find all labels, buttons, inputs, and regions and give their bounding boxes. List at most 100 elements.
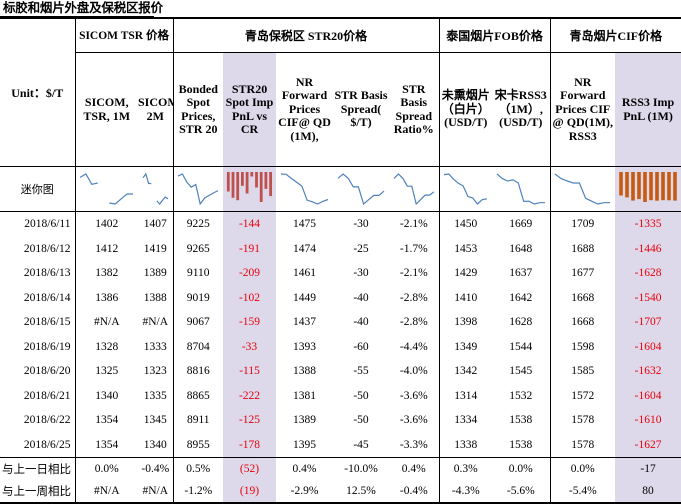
cell-bonded-spot: 9225 [186,218,210,231]
cell-str20-pnl: -222 [223,383,277,408]
unit-label: Unit：$/T [11,85,64,100]
cell-sicom-2m: 1389 [138,261,174,286]
group-sicom: SICOM TSR 价格 [75,17,174,53]
cell-nr-forward-rss3: 1668 [571,291,595,304]
minichart-bar [619,172,623,196]
cell-basis-ratio: -3.3% [389,432,440,458]
date-cell: 2018/6/25 [0,432,76,458]
cell-basis-ratio: -2.1% [389,211,440,237]
cell-str20-pnl: -115 [223,359,277,384]
cell-songkhla-rss3: 1532 [492,383,551,408]
cell-nr-forward: 1449 [293,291,317,304]
summary-row: 与上一周相比 #N/A #N/A -1.2% (19) -2.9% 12.5% -0.4% -4… [0,480,681,504]
unit-header: Unit：$/T [0,17,76,167]
summary-row: 与上一日相比 0.0% -0.4% 0.5% (52) 0.4% -10.0% 0.4% 0.3… [0,457,681,480]
cell-bonded-spot: 9019 [186,291,210,304]
summary-cell-nr-forward-rss3: 0.0% [550,457,616,480]
page-title: 标胶和烟片外盘及保税区报价 [3,1,163,15]
cell-nr-forward: 1475 [293,218,317,231]
cell-str20-pnl: -125 [223,408,277,433]
date-cell: 2018/6/12 [0,236,76,261]
cell-str20-pnl: -102 [223,285,277,310]
minichart-bar [625,172,629,198]
sparkline-cell [223,166,277,212]
cell-basis-spread: -40 [353,291,369,304]
cell-basis-ratio: -2.8% [389,285,440,310]
minichart [337,173,385,206]
group-thai-fob: 泰国烟片FOB价格 [439,17,551,53]
cell-songkhla-rss3: 1628 [492,310,551,335]
sparkline-cell [550,166,616,212]
cell-basis-ratio: -3.6% [389,408,440,433]
cell-nr-forward-rss3: 1688 [571,242,595,255]
cell-rss3-pnl: -1610 [615,408,681,433]
cell-basis-ratio: -2.8% [389,310,440,335]
date-cell: 2018/6/21 [0,383,76,408]
cell-nr-forward: 1389 [293,414,317,427]
minichart [79,173,134,205]
cell-unsmoked: 1450 [454,218,478,231]
minichart-bar [259,172,263,202]
title-underline [0,16,154,17]
sparkline-cell [439,166,493,212]
cell-rss3-pnl: -1604 [615,383,681,408]
cell-nr-forward: 1461 [293,267,317,280]
group-qingdao-cif: 青岛烟片CIF价格 [550,17,681,53]
summary-cell-nr-forward: -2.9% [276,480,334,504]
cell-rss3-pnl: -1628 [615,261,681,286]
minichart-bar [231,172,235,198]
minichart [393,173,435,206]
table-row: 2018/6/25 1354 1340 8955 -178 1395 -45 -3.3% 133… [0,432,681,458]
cell-nr-forward: 1437 [293,316,317,329]
col-header-nr-forward: NR Forward Prices CIF@ QD (1M), [276,52,334,167]
cell-basis-spread: -40 [353,316,369,329]
summary-cell-songkhla-rss3: -5.6% [492,480,551,504]
minichart-bar [226,172,230,192]
group-qingdao-str20: 青岛保税区 STR20价格 [173,17,440,53]
cell-basis-spread: -25 [353,242,369,255]
cell-nr-forward: 1381 [293,389,317,402]
col-header-nr-forward-rss3: NR Forward Prices CIF @ QD(1M), RSS3 [550,52,616,167]
cell-rss3-pnl: -1540 [615,285,681,310]
group-header-row: Unit：$/T SICOM TSR 价格 青岛保税区 STR20价格 泰国烟片… [0,17,681,167]
cell-sicom-2m: 1345 [138,408,174,433]
cell-unsmoked: 1342 [454,365,478,378]
cell-nr-forward: 1393 [293,340,317,353]
summary-cell-bonded-spot: -1.2% [173,480,224,504]
cell-sicom-1m: 1340 [95,389,119,402]
minichart [280,173,329,205]
minichart-line [337,173,385,206]
data-rows: 2018/6/11 1402 1407 9225 -144 1475 -30 -2.1% 145… [0,211,681,504]
minichart [226,172,273,202]
minichart-bar [667,172,671,201]
minichart-bar [269,172,273,197]
table-row: 2018/6/13 1382 1389 9110 -209 1461 -30 -2.1% 142… [0,261,681,286]
summary-cell-basis-spread: -10.0% [333,457,390,480]
minichart-line [280,173,329,205]
col-header-sicom-1m: SICOM, TSR, 1M [75,52,138,167]
col-header-bonded-spot: Bonded Spot Prices, STR 20 [173,52,224,167]
cell-unsmoked: 1453 [454,242,478,255]
summary-cell-unsmoked: -4.3% [439,480,493,504]
cell-rss3-pnl: -1632 [615,359,681,384]
sparkline-cell [173,166,224,212]
summary-cell-str20-pnl: (19) [223,480,277,504]
col-header-str20-pnl: STR20 Spot Imp PnL vs CR [223,52,277,167]
cell-str20-pnl: -191 [223,236,277,261]
minichart-bar [643,172,647,202]
table-row: 2018/6/20 1325 1323 8816 -115 1388 -55 -4.0% 134… [0,359,681,384]
cell-sicom-1m: 1386 [95,291,119,304]
minichart [444,173,488,205]
cell-sicom-1m: 1354 [95,414,119,427]
cell-basis-spread: -30 [353,218,369,231]
summary-cell-str20-pnl: (52) [223,457,277,480]
table-row: 2018/6/15 #N/A #N/A 9067 -159 1437 -40 -2.8% 139… [0,310,681,335]
cell-unsmoked: 1398 [454,316,478,329]
cell-basis-ratio: -3.6% [389,383,440,408]
col-header-unsmoked: 未熏烟片（白片）(USD/T) [439,52,493,167]
col-header-sicom-2m: SICOM,TSR, 2M [138,52,174,167]
minichart-bar [631,172,635,201]
cell-bonded-spot: 9067 [186,316,210,329]
date-cell: 2018/6/14 [0,285,76,310]
cell-songkhla-rss3: 1648 [492,236,551,261]
